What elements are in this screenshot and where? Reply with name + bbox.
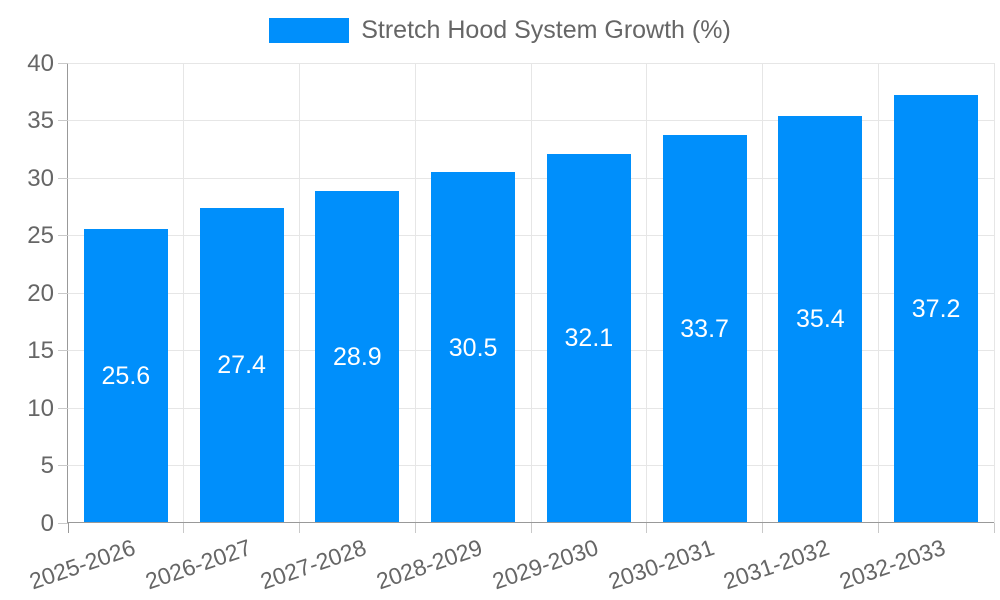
bar: 33.7 <box>662 135 747 523</box>
y-axis-tick-label: 30 <box>27 164 54 192</box>
y-tick <box>58 350 68 351</box>
y-tick <box>58 465 68 466</box>
x-axis-tick-label: 2028-2029 <box>373 534 486 595</box>
x-gridline <box>877 63 879 523</box>
bar: 25.6 <box>83 228 168 523</box>
x-axis-tick-label: 2030-2031 <box>604 534 718 595</box>
legend-label: Stretch Hood System Growth (%) <box>361 16 731 44</box>
x-tick <box>67 523 69 533</box>
y-axis-tick-label: 20 <box>27 279 54 307</box>
bar: 35.4 <box>778 115 863 523</box>
y-tick <box>58 292 68 294</box>
x-axis-tick-label: 2027-2028 <box>257 534 370 595</box>
x-axis-tick-label: 2029-2030 <box>488 534 602 595</box>
bar-value-label: 35.4 <box>796 305 845 334</box>
legend-color-swatch <box>269 18 350 43</box>
y-axis-tick-label: 40 <box>27 49 54 77</box>
x-tick <box>762 523 763 533</box>
x-tick <box>299 523 300 533</box>
y-axis-tick-label: 5 <box>40 452 54 479</box>
bar: 28.9 <box>315 190 400 523</box>
bar: 30.5 <box>431 172 516 523</box>
x-gridline <box>183 63 185 523</box>
bar-value-label: 25.6 <box>101 361 151 390</box>
bar-value-label: 32.1 <box>564 324 614 353</box>
y-tick <box>58 522 68 524</box>
y-tick <box>58 177 68 179</box>
x-tick <box>646 523 648 533</box>
y-axis-tick-label: 10 <box>27 394 54 422</box>
x-gridline <box>414 63 416 523</box>
bar-value-label: 28.9 <box>333 342 382 371</box>
bar: 32.1 <box>546 153 631 523</box>
x-axis-tick-label: 2025-2026 <box>25 534 139 595</box>
plot-area: 25.6 27.4 28.9 30.5 32.1 33.7 35.4 37.2 <box>67 62 995 523</box>
y-axis-tick-label: 15 <box>27 337 54 364</box>
bar: 27.4 <box>199 207 284 523</box>
y-tick <box>58 120 68 121</box>
x-axis-tick-label: 2031-2032 <box>720 534 833 595</box>
x-tick <box>414 523 416 533</box>
bar: 37.2 <box>894 95 979 523</box>
y-axis-tick-label: 0 <box>40 509 54 537</box>
y-tick <box>58 407 68 409</box>
y-axis-tick-label: 25 <box>27 222 54 249</box>
bar-value-label: 30.5 <box>448 333 498 362</box>
chart-legend[interactable]: Stretch Hood System Growth (%) <box>0 16 1000 45</box>
y-axis-tick-label: 35 <box>27 107 54 134</box>
x-gridline <box>299 63 300 523</box>
x-tick <box>183 523 185 533</box>
x-gridline <box>762 63 763 523</box>
x-gridline <box>646 63 648 523</box>
bar-value-label: 27.4 <box>217 351 266 380</box>
bar-value-label: 37.2 <box>911 295 961 324</box>
x-gridline <box>530 63 532 523</box>
y-tick <box>58 235 68 236</box>
x-gridline <box>993 63 995 523</box>
x-axis-tick-label: 2026-2027 <box>141 534 255 595</box>
y-tick <box>58 62 68 64</box>
bar-value-label: 33.7 <box>680 315 729 344</box>
x-tick <box>993 523 995 533</box>
x-tick <box>530 523 532 533</box>
x-axis-line <box>67 522 994 523</box>
x-axis-tick-label: 2032-2033 <box>836 534 949 595</box>
x-tick <box>877 523 879 533</box>
